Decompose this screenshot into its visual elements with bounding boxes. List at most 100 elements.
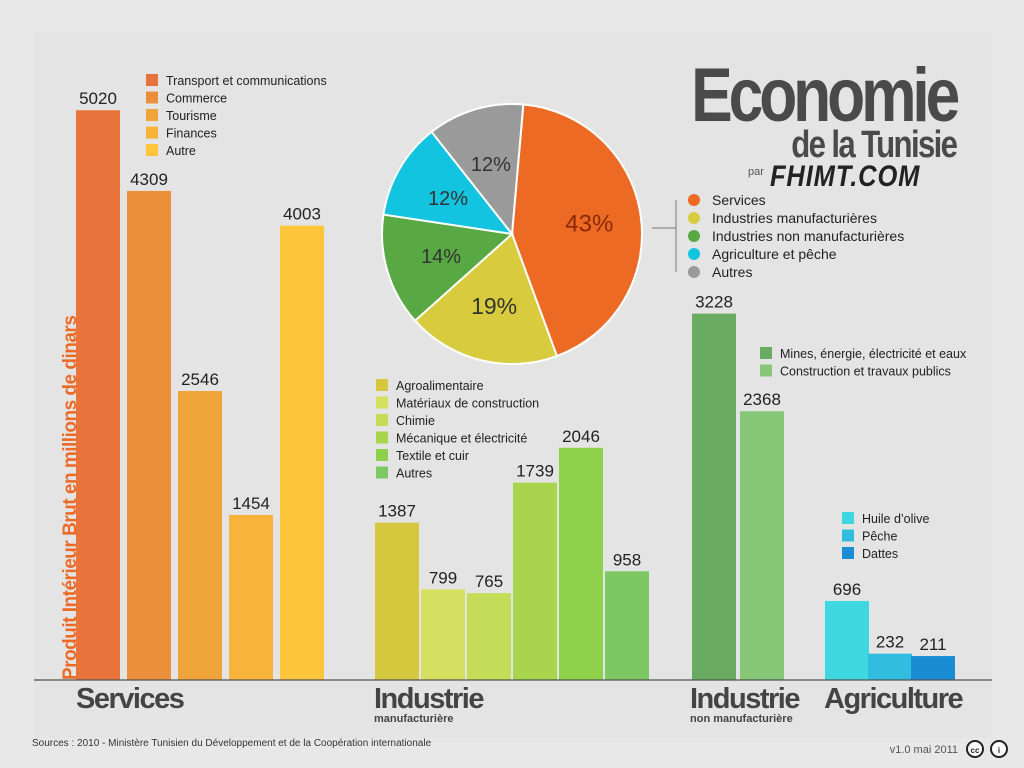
bar-agroalimentaire: [375, 522, 419, 680]
legend-label-tourisme: Tourisme: [166, 109, 217, 123]
legend-label-materiaux-de-construction: Matériaux de construction: [396, 397, 539, 411]
legend-swatch-huile-d-olive: [842, 512, 854, 524]
data-label-chimie: 765: [475, 572, 503, 591]
pie-legend-label-agriculture-et-peche: Agriculture et pêche: [712, 246, 837, 262]
legend-swatch-textile-et-cuir: [376, 449, 388, 461]
legend-label-commerce: Commerce: [166, 92, 227, 106]
pie-label-industries-manufacturieres: 19%: [471, 293, 517, 319]
bar-commerce: [127, 190, 171, 680]
legend-label-autre: Autre: [166, 144, 196, 158]
legend-swatch-autres: [376, 466, 388, 479]
bar-autres: [605, 571, 649, 680]
legend-label-autres: Autres: [396, 467, 432, 481]
pie-legend-swatch-autres: [688, 266, 700, 278]
bar-transport-et-communications: [76, 110, 120, 681]
legend-swatch-chimie: [376, 414, 388, 426]
legend-swatch-peche: [842, 529, 854, 542]
legend-swatch-autre: [146, 144, 158, 156]
legend-label-huile-d-olive: Huile d’olive: [862, 512, 929, 526]
legend-swatch-commerce: [146, 91, 158, 104]
source-note: Sources : 2010 - Ministère Tunisien du D…: [32, 738, 432, 749]
data-label-dattes: 211: [919, 635, 946, 654]
pie-legend-label-industries-non-manufacturieres: Industries non manufacturières: [712, 228, 904, 244]
data-label-finances: 1454: [232, 494, 270, 513]
data-label-tourisme: 2546: [181, 370, 219, 389]
bar-construction-et-travaux-publics: [740, 411, 784, 680]
pie-label-agriculture-et-peche: 12%: [428, 188, 468, 210]
pie-label-services: 43%: [565, 211, 613, 238]
pie-legend-swatch-industries-manufacturieres: [688, 212, 700, 224]
legend-swatch-construction-et-travaux-publics: [760, 364, 772, 377]
group-label-industrie-manufacturiere: Industrie: [374, 683, 484, 715]
pie-legend-swatch-agriculture-et-peche: [688, 248, 700, 260]
pie-slice-agriculture-et-peche: [382, 130, 515, 236]
bar-mines-energie-electricite-et-eaux: [692, 313, 736, 680]
title-main: Economie: [690, 53, 960, 138]
version-label: v1.0 mai 2011: [889, 744, 958, 756]
brand-logo: FHIMT.COM: [770, 160, 921, 193]
bar-finances: [229, 514, 273, 680]
data-label-construction-et-travaux-publics: 2368: [743, 390, 781, 409]
legend-label-agroalimentaire: Agroalimentaire: [396, 379, 484, 393]
bar-tourisme: [178, 391, 222, 680]
legend-label-chimie: Chimie: [396, 414, 435, 428]
data-label-autres: 958: [613, 550, 641, 569]
legend-swatch-finances: [146, 126, 158, 139]
group-label-agriculture: Agriculture: [824, 683, 964, 715]
pie-slice-industries-non-manufacturieres: [381, 213, 515, 323]
bar-mecanique-et-electricite: [513, 482, 557, 680]
pie-label-industries-non-manufacturieres: 14%: [421, 246, 461, 268]
pie-slice-services: [510, 103, 643, 358]
bar-peche: [868, 653, 912, 680]
pie-slice-industries-manufacturieres: [413, 232, 559, 365]
group-sublabel-non-manufacturiere: non manufacturière: [690, 713, 793, 725]
legend-label-mines-energie-electricite-et-eaux: Mines, énergie, électricité et eaux: [780, 347, 967, 361]
y-axis-label: Produit Intérieur Brut en millions de di…: [60, 316, 81, 680]
pie-legend-bracket: [652, 200, 677, 272]
pie-legend-label-industries-manufacturieres: Industries manufacturières: [712, 210, 877, 226]
bar-autre: [280, 225, 324, 681]
pie-slice-autres: [430, 103, 525, 237]
legend-label-dattes: Dattes: [862, 547, 898, 561]
legend-swatch-mecanique-et-electricite: [376, 431, 388, 444]
data-label-mines-energie-electricite-et-eaux: 3228: [695, 293, 733, 312]
legend-swatch-materiaux-de-construction: [376, 396, 388, 409]
data-label-peche: 232: [876, 633, 904, 652]
bar-chimie: [467, 593, 511, 680]
title-par: par: [748, 166, 764, 178]
legend-swatch-tourisme: [146, 109, 158, 121]
title-sub: de la Tunisie: [790, 124, 958, 166]
group-label-services: Services: [76, 683, 184, 715]
data-label-autre: 4003: [283, 205, 321, 224]
group-label-industrie-non-manufacturiere: Industrie: [690, 683, 800, 715]
pie-legend-label-autres: Autres: [712, 264, 752, 280]
data-label-huile-d-olive: 696: [833, 580, 861, 599]
group-sublabel-manufacturiere: manufacturière: [374, 713, 453, 725]
legend-swatch-agroalimentaire: [376, 379, 388, 391]
legend-label-mecanique-et-electricite: Mécanique et électricité: [396, 432, 527, 446]
data-label-commerce: 4309: [130, 170, 168, 189]
data-label-agroalimentaire: 1387: [378, 502, 416, 521]
legend-swatch-transport-et-communications: [146, 74, 158, 86]
bar-textile-et-cuir: [559, 447, 603, 680]
legend-label-construction-et-travaux-publics: Construction et travaux publics: [780, 365, 951, 379]
bar-huile-d-olive: [825, 601, 869, 680]
data-label-transport-et-communications: 5020: [79, 89, 117, 108]
pie-legend-swatch-industries-non-manufacturieres: [688, 230, 700, 242]
legend-label-transport-et-communications: Transport et communications: [166, 74, 327, 88]
data-label-materiaux-de-construction: 799: [429, 568, 457, 587]
legend-swatch-dattes: [842, 547, 854, 559]
pie-legend-swatch-services: [688, 194, 700, 206]
data-label-textile-et-cuir: 2046: [562, 427, 600, 446]
legend-swatch-mines-energie-electricite-et-eaux: [760, 347, 772, 359]
legend-label-finances: Finances: [166, 127, 217, 141]
attribution-icon: i: [990, 740, 1008, 758]
pie-legend-label-services: Services: [712, 192, 766, 208]
pie-label-autres: 12%: [471, 154, 511, 176]
bar-dattes: [911, 656, 955, 680]
creative-commons-icon: cc: [966, 740, 984, 758]
legend-label-textile-et-cuir: Textile et cuir: [396, 449, 469, 463]
legend-label-peche: Pêche: [862, 530, 897, 544]
